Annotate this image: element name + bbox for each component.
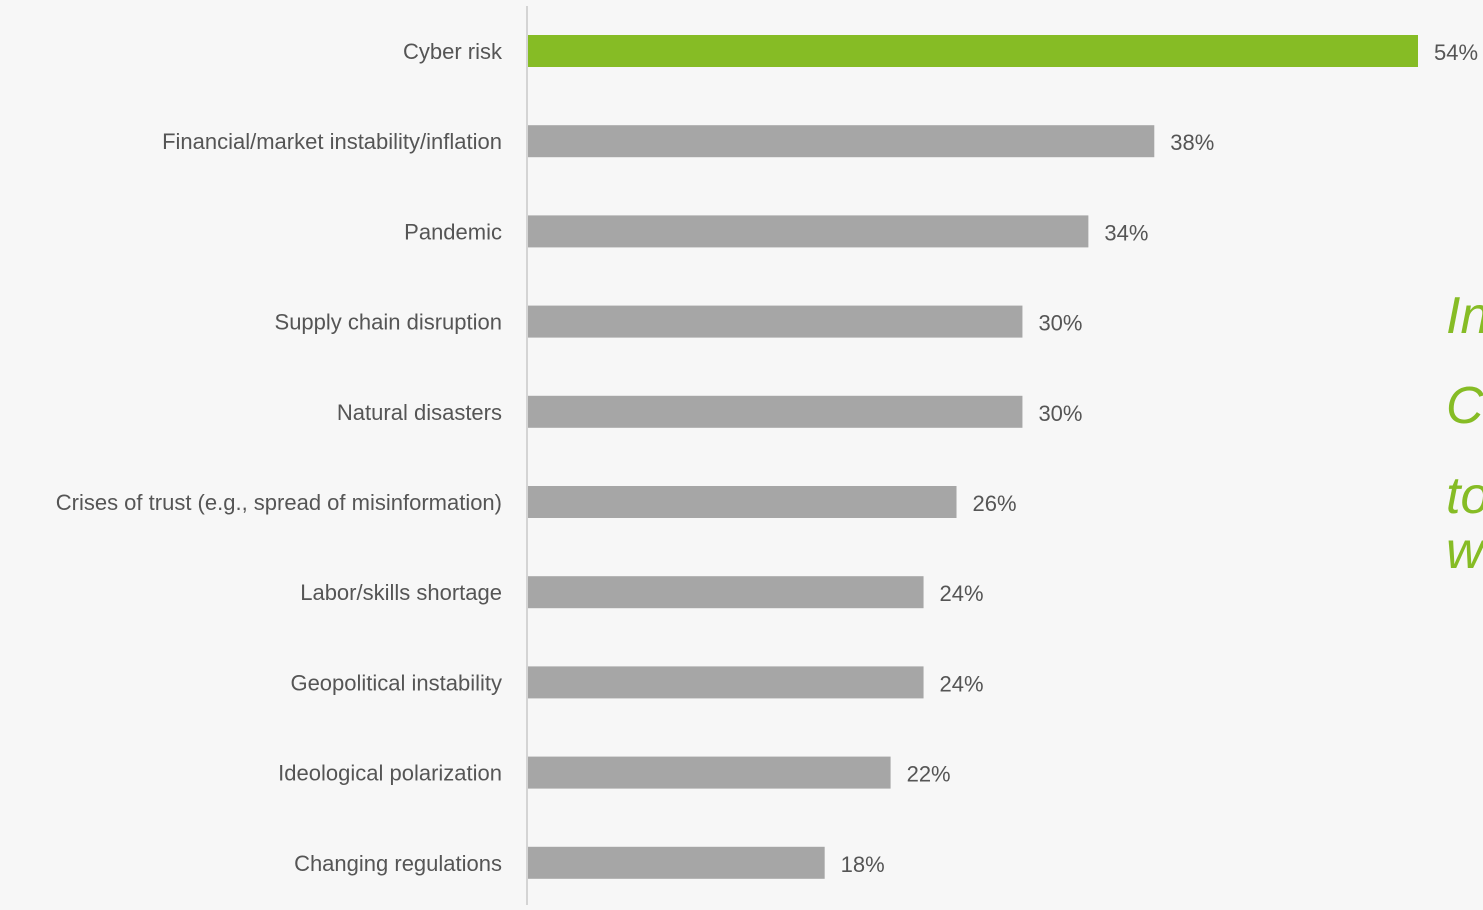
bar [528,486,957,518]
bar [528,846,825,879]
side-annotation-line: w [1446,522,1483,580]
category-label: Pandemic [404,219,502,244]
category-label: Labor/skills shortage [300,580,502,605]
category-label: Financial/market instability/inflation [162,129,502,154]
value-label: 22% [907,762,951,787]
side-annotation-line: C [1446,377,1483,435]
bar [528,666,924,699]
bar [528,576,924,609]
category-label: Ideological polarization [278,761,502,786]
category-label: Geopolitical instability [290,670,502,695]
bar [528,125,1155,158]
value-label: 30% [1038,401,1082,426]
category-label: Changing regulations [294,851,502,876]
value-label: 26% [973,491,1017,516]
category-label: Crises of trust (e.g., spread of misinfo… [56,490,502,515]
bar [528,215,1089,248]
value-label: 30% [1038,311,1082,336]
value-label: 24% [940,671,984,696]
value-label: 38% [1170,130,1214,155]
value-label: 18% [841,852,885,877]
category-label: Natural disasters [337,400,502,425]
side-annotation-line: In [1446,287,1483,345]
category-label: Cyber risk [403,39,503,64]
bar [528,305,1023,338]
category-label: Supply chain disruption [275,310,502,335]
side-annotation-line: to [1446,467,1483,525]
value-label: 24% [940,581,984,606]
value-label: 34% [1104,220,1148,245]
bar [528,756,891,789]
value-label: 54% [1434,40,1478,65]
highlighted-bar [528,35,1418,67]
bar [528,395,1023,428]
